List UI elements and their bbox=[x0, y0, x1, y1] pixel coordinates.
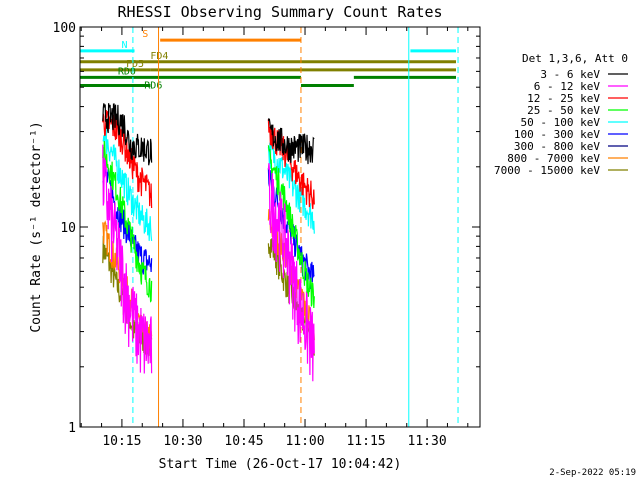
series-line bbox=[102, 141, 153, 303]
flag-label-rd0: RD0 bbox=[118, 66, 136, 77]
flag-label-n: N bbox=[122, 40, 128, 51]
render-timestamp: 2-Sep-2022 05:19 bbox=[549, 468, 636, 478]
chart-title: RHESSI Observing Summary Count Rates bbox=[117, 3, 442, 21]
x-tick-label: 10:30 bbox=[163, 434, 202, 449]
legend-title: Det 1,3,6, Att 0 bbox=[522, 52, 628, 65]
flag-label-rd6: RD6 bbox=[144, 80, 162, 91]
y-axis-label: Count Rate (s⁻¹ detector⁻¹) bbox=[29, 121, 44, 332]
legend-item-label: 7000 - 15000 keV bbox=[494, 164, 600, 177]
y-tick-label: 100 bbox=[53, 21, 76, 36]
axis-ticks: 10:15 10:30 10:45 11:00 11:15 11:30 1 10 100 bbox=[53, 21, 480, 449]
y-tick-label: 1 bbox=[68, 421, 76, 436]
series-line bbox=[102, 144, 153, 374]
series-line bbox=[267, 145, 315, 309]
flag-label-fd5: FD5 bbox=[126, 59, 144, 70]
flag-label-s: S bbox=[142, 29, 148, 40]
legend-item-label: 100 - 300 keV bbox=[514, 128, 600, 141]
x-tick-label: 11:15 bbox=[346, 434, 385, 449]
x-tick-label: 11:00 bbox=[285, 434, 324, 449]
legend-item-label: 3 - 6 keV bbox=[540, 68, 600, 81]
legend-item-label: 12 - 25 keV bbox=[527, 92, 600, 105]
x-tick-label: 10:15 bbox=[102, 434, 141, 449]
legend-item-label: 800 - 7000 keV bbox=[507, 152, 600, 165]
vertical-markers bbox=[132, 27, 459, 427]
legend-item-label: 300 - 800 keV bbox=[514, 140, 600, 153]
series-line bbox=[102, 103, 153, 166]
series-line bbox=[267, 117, 315, 165]
y-tick-label: 10 bbox=[60, 221, 76, 236]
series-line bbox=[102, 128, 153, 241]
x-tick-label: 10:45 bbox=[224, 434, 263, 449]
legend-item-label: 6 - 12 keV bbox=[534, 80, 601, 93]
x-tick-label: 11:30 bbox=[408, 434, 447, 449]
legend-item-label: 25 - 50 keV bbox=[527, 104, 600, 117]
series-line bbox=[267, 163, 315, 382]
flag-label-fd4: FD4 bbox=[150, 51, 168, 62]
legend-item-label: 50 - 100 keV bbox=[521, 116, 601, 129]
data-series bbox=[102, 103, 315, 382]
x-axis-label: Start Time (26-Oct-17 10:04:42) bbox=[159, 457, 402, 472]
